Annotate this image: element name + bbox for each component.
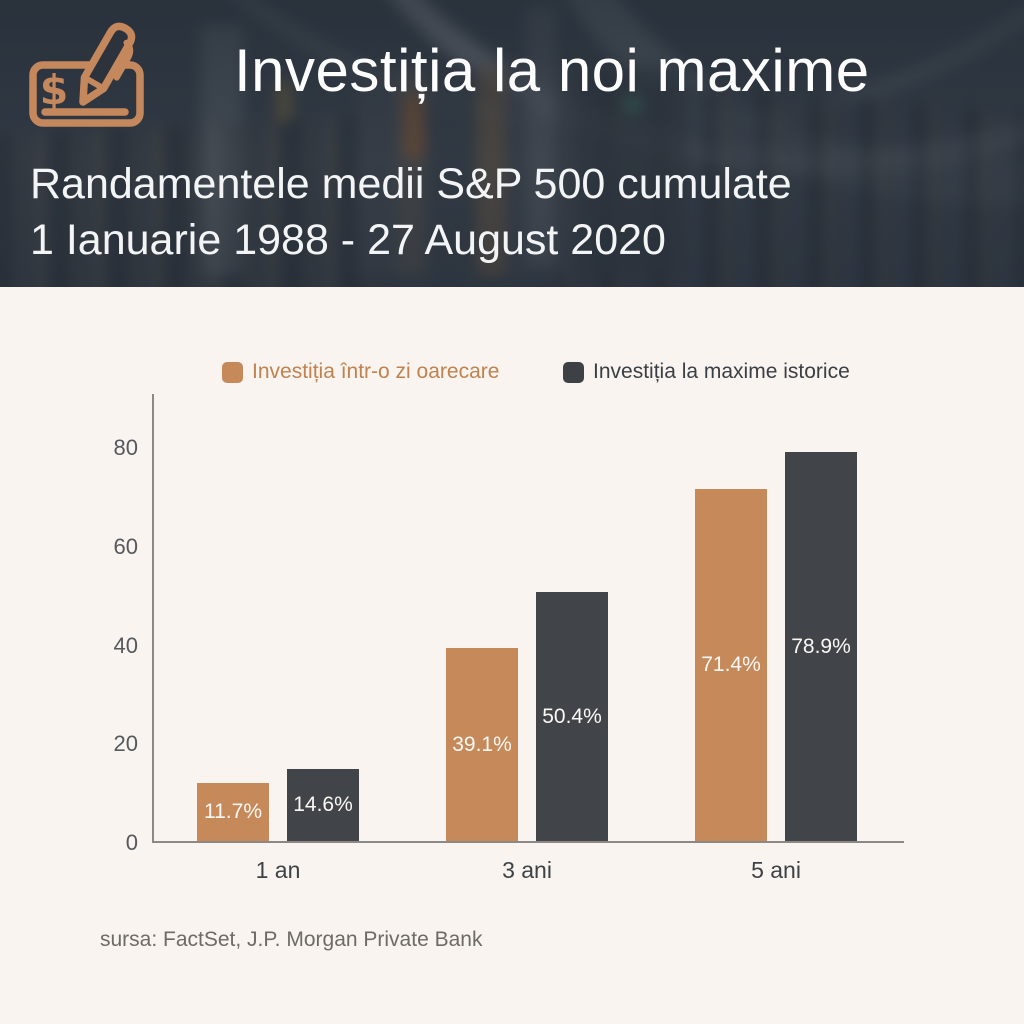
y-tick-label-20: 20: [113, 731, 138, 757]
bar-value-label: 71.4%: [701, 653, 761, 676]
y-tick-label-40: 40: [113, 632, 138, 658]
y-axis: 0 20 40 60 80: [58, 394, 138, 855]
bar-value-label: 14.6%: [293, 793, 353, 816]
legend-label: Investiția la maxime istorice: [593, 360, 850, 383]
bar-5-ani-series-0: 71.4%: [695, 489, 767, 841]
bar-value-label: 39.1%: [452, 732, 512, 756]
plot-area: 11.7% 14.6% 1 an 39.1% 50.4% 3 ani 71.4% 78.9% 5…: [152, 394, 904, 883]
check-pencil-icon: $: [29, 22, 144, 127]
page-title: Investiția la noi maxime: [234, 37, 870, 104]
legend-item-1: Investiția la maxime istorice: [563, 352, 850, 392]
bar-1-an-series-1: 14.6%: [287, 769, 359, 841]
legend-label: Investiția într-o zi oarecare: [252, 360, 500, 383]
legend-swatch-icon: [563, 361, 584, 383]
subtitle-line-1: Randamentele medii S&P 500 cumulate: [30, 160, 792, 208]
x-category-label-5-ani: 5 ani: [751, 857, 801, 883]
bar-value-label: 50.4%: [542, 704, 602, 728]
chart-legend: Investiția într-o zi oarecare Investiția …: [0, 352, 1024, 392]
subtitle-line-2: 1 Ianuarie 1988 - 27 August 2020: [30, 216, 666, 264]
bar-value-label: 78.9%: [791, 634, 851, 658]
x-category-label-1-an: 1 an: [255, 857, 301, 883]
chart-subtitle: Randamentele medii S&P 500 cumulate 1 Ia…: [30, 156, 792, 268]
y-tick-label-0: 0: [125, 830, 138, 855]
bar-3-ani-series-1: 50.4%: [536, 592, 608, 841]
legend-swatch-icon: [222, 361, 243, 383]
x-category-label-3-ani: 3 ani: [502, 857, 552, 883]
bar-1-an-series-0: 11.7%: [197, 783, 269, 841]
bar-5-ani-series-1: 78.9%: [785, 452, 857, 841]
y-tick-label-60: 60: [113, 533, 138, 559]
y-tick-label-80: 80: [113, 435, 138, 461]
legend-item-0: Investiția într-o zi oarecare: [222, 352, 499, 392]
header-dark-overlay: [0, 0, 1024, 287]
source-note: sursa: FactSet, J.P. Morgan Private Bank: [100, 928, 483, 951]
bar-3-ani-series-0: 39.1%: [446, 648, 518, 841]
header: $ Investiția la noi maxime Randamentele …: [0, 0, 1024, 287]
bar-value-label: 11.7%: [204, 800, 262, 823]
svg-text:$: $: [40, 66, 69, 114]
